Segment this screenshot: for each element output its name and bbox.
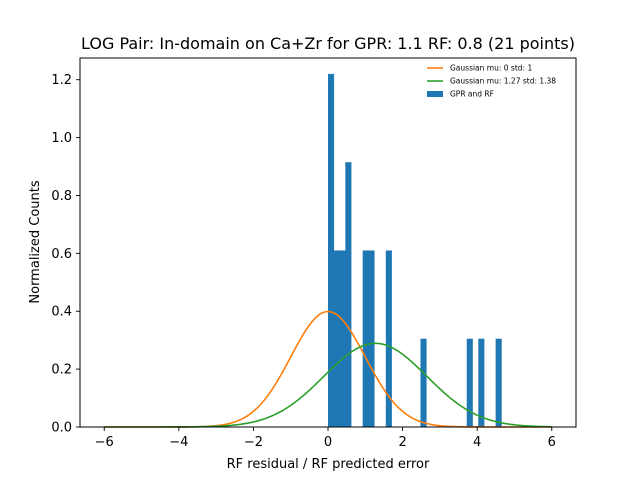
histogram-bar — [339, 250, 346, 427]
histogram-bar — [362, 250, 369, 427]
legend-swatch-bar — [427, 91, 443, 97]
y-tick-label: 0.8 — [51, 189, 72, 204]
legend-label: Gaussian mu: 0 std: 1 — [450, 64, 532, 73]
y-axis-ticks: 0.0 0.2 0.4 0.6 0.8 1.0 1.2 — [51, 73, 80, 436]
x-axis-label: RF residual / RF predicted error — [227, 457, 430, 472]
x-axis-ticks: −6 −4 −2 0 2 4 6 — [95, 427, 556, 450]
y-tick-label: 0.2 — [51, 363, 72, 378]
legend-label: Gaussian mu: 1.27 std: 1.38 — [450, 77, 556, 86]
histogram-bar — [478, 338, 485, 427]
y-tick-label: 0.6 — [51, 247, 72, 262]
histogram-bar — [385, 250, 392, 427]
x-tick-label: −4 — [169, 435, 188, 450]
legend: Gaussian mu: 0 std: 1 Gaussian mu: 1.27 s… — [427, 64, 556, 99]
y-axis-label: Normalized Counts — [28, 180, 43, 303]
histogram-bars — [328, 73, 502, 427]
y-tick-label: 1.0 — [51, 131, 72, 146]
chart-title: LOG Pair: In-domain on Ca+Zr for GPR: 1.… — [81, 34, 575, 53]
histogram-bar — [466, 338, 473, 427]
y-tick-label: 0.4 — [51, 305, 72, 320]
y-tick-label: 1.2 — [51, 73, 72, 88]
y-tick-label: 0.0 — [51, 421, 72, 436]
histogram-bar — [495, 338, 502, 427]
histogram-bar — [345, 162, 352, 427]
x-tick-label: 4 — [473, 435, 481, 450]
legend-label: GPR and RF — [450, 90, 494, 99]
histogram-bar — [333, 250, 340, 427]
histogram-bar — [368, 250, 375, 427]
histogram-bar — [420, 338, 427, 427]
x-tick-label: 2 — [398, 435, 406, 450]
x-tick-label: 0 — [324, 435, 332, 450]
x-tick-label: −2 — [244, 435, 263, 450]
x-tick-label: 6 — [548, 435, 556, 450]
x-tick-label: −6 — [95, 435, 114, 450]
histogram-bar — [328, 73, 335, 427]
